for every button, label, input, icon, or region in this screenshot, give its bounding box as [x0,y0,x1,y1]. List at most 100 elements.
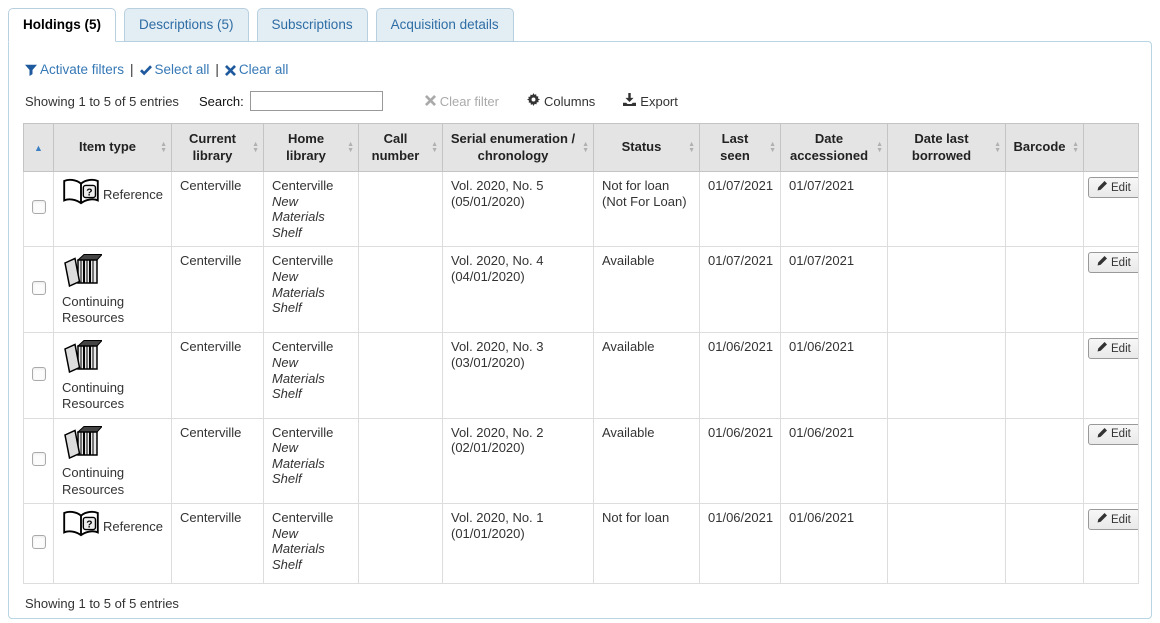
table-row: Continuing Resources Centerville Centerv… [23,332,1139,419]
serial-enumeration-cell: Vol. 2020, No. 5 (05/01/2020) [442,170,594,248]
barcode-cell [1005,417,1084,505]
check-icon [139,62,155,77]
table-controls: Showing 1 to 5 of 5 entries Search: Clea… [25,91,1137,111]
edit-button[interactable]: Edit [1088,252,1138,274]
select-all-link[interactable]: Select all [139,62,209,77]
row-checkbox[interactable] [31,281,46,296]
clear-filter-button[interactable]: Clear filter [424,94,499,109]
status-cell: Available [593,246,700,334]
sort-icons: ▲ ▼ [769,140,776,154]
serial-enumeration-cell: Vol. 2020, No. 1 (01/01/2020) [442,503,594,584]
x-icon [224,62,239,77]
date-last-borrowed-cell [887,246,1006,334]
item-type-label: Continuing Resources [62,379,125,412]
sort-icons: ▲ ▼ [431,140,438,154]
filter-funnel-icon [25,62,40,77]
journal-stack-icon [62,339,104,377]
svg-text:?: ? [86,187,92,198]
home-library-cell: Centerville New Materials Shelf [263,503,359,584]
datatable-buttons: Clear filter Columns Export [424,93,678,109]
item-type-label: Continuing Resources [62,465,125,497]
sort-icons: ▲ ▼ [160,140,167,154]
table-row: Continuing Resources Centerville Centerv… [23,417,1139,505]
shelving-location: New Materials Shelf [272,440,325,487]
row-checkbox[interactable] [31,452,46,467]
item-type-label: Reference [103,187,163,202]
col-status[interactable]: Status ▲ ▼ [593,123,700,172]
col-date-last-borrowed[interactable]: Date last borrowed ▲ ▼ [887,123,1006,172]
current-library-cell: Centerville [171,246,264,334]
status-cell: Not for loan (Not For Loan) [593,170,700,248]
status-cell: Available [593,417,700,505]
edit-button[interactable]: Edit [1088,423,1138,445]
current-library-cell: Centerville [171,332,264,419]
col-date-accessioned[interactable]: Date accessioned ▲ ▼ [780,123,888,172]
barcode-cell [1005,503,1084,584]
open-book-question-icon: ? [62,178,100,210]
date-accessioned-cell: 01/07/2021 [780,170,888,248]
showing-entries-top: Showing 1 to 5 of 5 entries [25,93,179,109]
date-last-borrowed-cell [887,417,1006,505]
call-number-cell [358,503,443,584]
tab-holdings[interactable]: Holdings (5) [8,8,116,42]
date-accessioned-cell: 01/06/2021 [780,503,888,584]
call-number-cell [358,170,443,248]
current-library-cell: Centerville [171,417,264,505]
last-seen-cell: 01/07/2021 [699,170,781,248]
open-book-question-icon: ? [62,510,100,542]
date-last-borrowed-cell [887,170,1006,248]
svg-text:?: ? [86,519,92,530]
activate-filters-link[interactable]: Activate filters [25,62,124,77]
clear-filter-x-icon [424,94,436,109]
col-barcode[interactable]: Barcode ▲ ▼ [1005,123,1084,172]
status-cell: Not for loan [593,503,700,584]
search-input[interactable] [249,91,383,111]
call-number-cell [358,332,443,419]
sort-icons: ▲ ▼ [582,140,589,154]
edit-button[interactable]: Edit [1088,509,1138,530]
col-home-library[interactable]: Home library ▲ ▼ [263,123,359,172]
row-checkbox[interactable] [31,200,46,215]
edit-button[interactable]: Edit [1088,338,1138,360]
serial-enumeration-cell: Vol. 2020, No. 4 (04/01/2020) [442,246,594,334]
col-serial-enumeration[interactable]: Serial enumeration / chronology ▲ ▼ [442,123,594,172]
columns-button[interactable]: Columns [527,93,595,109]
table-row: ? Reference Centerville Centerville New Ma… [23,170,1139,248]
col-call-number[interactable]: Call number ▲ ▼ [358,123,443,172]
tab-acquisition-details[interactable]: Acquisition details [375,8,514,42]
current-library-cell: Centerville [171,170,264,248]
last-seen-cell: 01/06/2021 [699,332,781,419]
filter-toolbar: Activate filters | Select all | Clear all [25,62,1137,77]
tab-subscriptions[interactable]: Subscriptions [256,8,368,42]
col-select[interactable]: ▲ [23,123,54,172]
journal-stack-icon [62,425,104,463]
shelving-location: New Materials Shelf [272,268,325,316]
shelving-location: New Materials Shelf [272,354,325,402]
pencil-icon [1097,342,1107,355]
sort-icons: ▲ ▼ [876,140,883,154]
header-row: ▲ Item type ▲ ▼ Current library ▲ ▼ Home lib… [23,123,1139,172]
sort-icons: ▲ ▼ [347,140,354,154]
row-checkbox[interactable] [31,366,46,381]
col-item-type[interactable]: Item type ▲ ▼ [53,123,172,172]
col-last-seen[interactable]: Last seen ▲ ▼ [699,123,781,172]
export-button[interactable]: Export [623,93,678,109]
item-type-label: Continuing Resources [62,293,125,326]
sort-icons: ▲ ▼ [1072,140,1079,154]
clear-all-link[interactable]: Clear all [224,62,288,77]
holdings-panel: Activate filters | Select all | Clear all Sh… [8,41,1152,619]
toolbar-separator: | [130,62,134,77]
tab-descriptions[interactable]: Descriptions (5) [124,8,249,42]
current-library-cell: Centerville [171,503,264,584]
col-actions [1083,123,1139,172]
edit-button[interactable]: Edit [1088,177,1138,198]
tab-bar: Holdings (5) Descriptions (5) Subscripti… [8,8,1152,42]
sort-icons: ▲ ▼ [994,140,1001,154]
table-row: Continuing Resources Centerville Centerv… [23,246,1139,334]
date-accessioned-cell: 01/06/2021 [780,417,888,505]
home-library-cell: Centerville New Materials Shelf [263,246,359,334]
col-current-library[interactable]: Current library ▲ ▼ [171,123,264,172]
home-library-cell: Centerville New Materials Shelf [263,170,359,248]
status-cell: Available [593,332,700,419]
row-checkbox[interactable] [31,534,46,549]
